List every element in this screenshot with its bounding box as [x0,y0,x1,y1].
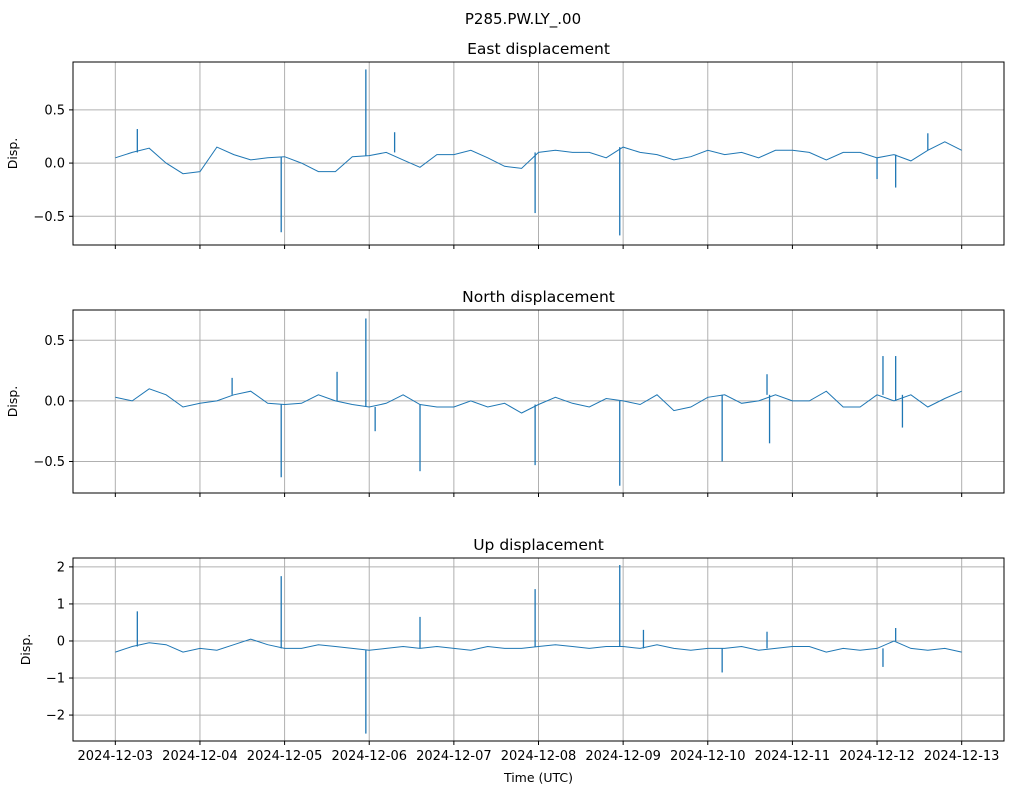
x-axis-label: Time (UTC) [503,770,573,785]
y-tick-label: 0.0 [44,157,65,172]
y-tick-label: −0.5 [33,210,65,225]
y-tick-label: −2 [46,709,65,724]
x-tick-label: 2024-12-12 [839,749,915,764]
x-tick-label: 2024-12-08 [501,749,577,764]
series-line [115,638,962,653]
subplot-up-displacement: −2 −1 0 1 2 Up displacement Disp. 2024-12-03 202… [18,536,1005,785]
series-line [115,141,962,175]
y-axis-label: Disp. [5,386,20,418]
y-axis-label: Disp. [5,138,20,170]
subplot-title: Up displacement [473,536,604,554]
x-tick-label: 2024-12-11 [755,749,831,764]
x-tick-label: 2024-12-04 [162,749,238,764]
subplot-title: North displacement [462,288,615,306]
series-line [115,388,962,414]
y-tick-label: 0.5 [44,103,65,118]
axes-frame [72,557,1005,742]
y-tick-label: 0.0 [44,394,65,409]
axes-frame [72,309,1005,494]
y-tick-label: 1 [57,597,65,612]
subplot-east-displacement: −0.5 0.0 0.5 East displacement Disp. [5,40,1005,249]
y-tick-label: 2 [57,560,65,575]
y-tick-label: −1 [46,672,65,687]
x-tick-label: 2024-12-06 [331,749,407,764]
x-tick-label: 2024-12-03 [78,749,154,764]
axes-frame [72,61,1005,246]
x-tick-label: 2024-12-10 [670,749,746,764]
x-tick-label: 2024-12-07 [416,749,492,764]
x-tick-label: 2024-12-05 [247,749,323,764]
y-tick-label: 0.5 [44,334,65,349]
subplot-title: East displacement [467,40,610,58]
figure-suptitle: P285.PW.LY_.00 [465,10,581,29]
y-axis-label: Disp. [18,634,33,666]
y-tick-label: 0 [57,634,65,649]
x-tick-label: 2024-12-09 [585,749,661,764]
y-tick-label: −0.5 [33,455,65,470]
subplot-north-displacement: −0.5 0.0 0.5 North displacement Disp. [5,288,1005,497]
x-tick-label: 2024-12-13 [924,749,1000,764]
